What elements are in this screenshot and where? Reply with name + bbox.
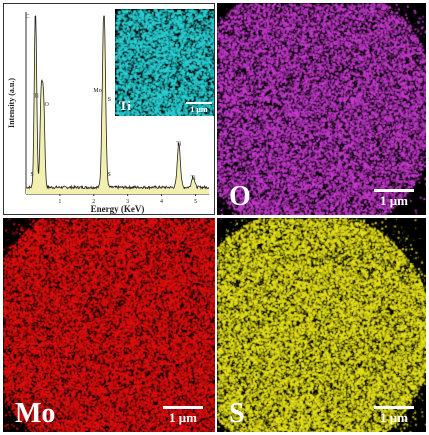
peak-label-s: S <box>107 172 110 178</box>
s-scale-bar-label: 1 μm <box>380 410 408 425</box>
peak-label: Ti <box>191 175 196 181</box>
o-map-label: O <box>229 181 251 212</box>
ti-scale-bar: 1 μm <box>186 102 212 114</box>
peak-label: S <box>108 97 111 103</box>
ti-scale-bar-line <box>186 102 212 104</box>
ti-map-image <box>115 9 214 116</box>
ti-map-inset: Ti 1 μm <box>114 8 214 117</box>
peak-label: C <box>25 14 29 20</box>
y-axis-title: Intensity (a.u.) <box>7 78 16 128</box>
eds-spectrum-chart: 1 2 3 4 5 C Ti O Mo S Ti Ti S S Energy (KeV) Intensity … <box>7 12 210 214</box>
o-scale-bar-label: 1 μm <box>380 193 408 208</box>
x-tick-label: 3 <box>126 199 129 205</box>
x-tick-label: 1 <box>58 199 61 205</box>
ti-scale-bar-label: 1 μm <box>190 105 208 114</box>
peak-label: Ti <box>176 142 181 148</box>
o-scale-bar: 1 μm <box>374 189 414 209</box>
o-map-image <box>217 3 426 215</box>
mo-map-image <box>3 218 215 432</box>
o-scale-bar-line <box>374 189 414 192</box>
ti-map-label: Ti <box>119 98 132 113</box>
peak-label: Ti <box>34 93 39 99</box>
peak-label: O <box>44 102 49 108</box>
x-axis-title: Energy (KeV) <box>91 204 145 214</box>
mo-map-panel: Mo 1 μm <box>3 218 215 432</box>
mo-scale-bar-label: 1 μm <box>169 410 197 425</box>
x-tick-label: 5 <box>194 199 197 205</box>
s-scale-bar: 1 μm <box>374 406 414 426</box>
mo-scale-bar-line <box>163 406 203 409</box>
s-map-label: S <box>229 398 245 429</box>
mo-scale-bar: 1 μm <box>163 406 203 426</box>
x-tick-label: 4 <box>160 199 163 205</box>
spectrum-fill <box>26 16 209 194</box>
s-map-image <box>217 218 426 432</box>
mo-map-label: Mo <box>15 398 56 429</box>
peak-label: Mo <box>93 88 101 94</box>
peak-label-s: S <box>30 172 33 178</box>
eds-spectrum-panel: 1 2 3 4 5 C Ti O Mo S Ti Ti S S Energy (KeV) Intensity … <box>3 3 215 215</box>
x-tick-label: 2 <box>92 199 95 205</box>
s-scale-bar-line <box>374 406 414 409</box>
s-map-panel: S 1 μm <box>217 218 426 432</box>
spectrum-line <box>25 15 210 191</box>
o-map-panel: O 1 μm <box>217 3 426 215</box>
